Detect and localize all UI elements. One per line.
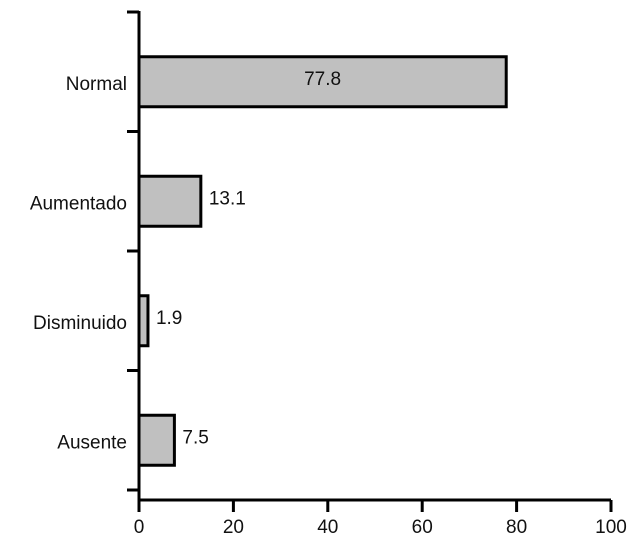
x-tick-label-80: 80 xyxy=(506,517,527,538)
data-label-disminuido: 1.9 xyxy=(156,308,182,329)
bar-aumentado xyxy=(137,174,203,228)
labels-group: 77.8 Normal 13.1 Aumentado 1.9 Disminuido 7.5 A… xyxy=(30,69,627,538)
axes-group xyxy=(127,10,613,512)
category-label-normal: Normal xyxy=(66,74,127,95)
x-tick-label-40: 40 xyxy=(317,517,338,538)
data-label-ausente: 7.5 xyxy=(182,427,208,448)
bars-group xyxy=(137,55,508,467)
x-tick-label-60: 60 xyxy=(412,517,433,538)
bar-ausente xyxy=(137,413,176,467)
x-tick-label-0: 0 xyxy=(134,517,145,538)
data-label-normal: 77.8 xyxy=(304,69,341,90)
category-label-aumentado: Aumentado xyxy=(30,193,127,214)
data-label-aumentado: 13.1 xyxy=(209,188,246,209)
category-label-ausente: Ausente xyxy=(57,432,127,453)
x-tick-label-20: 20 xyxy=(223,517,244,538)
x-tick-label-100: 100 xyxy=(595,517,627,538)
category-label-disminuido: Disminuido xyxy=(33,313,127,334)
